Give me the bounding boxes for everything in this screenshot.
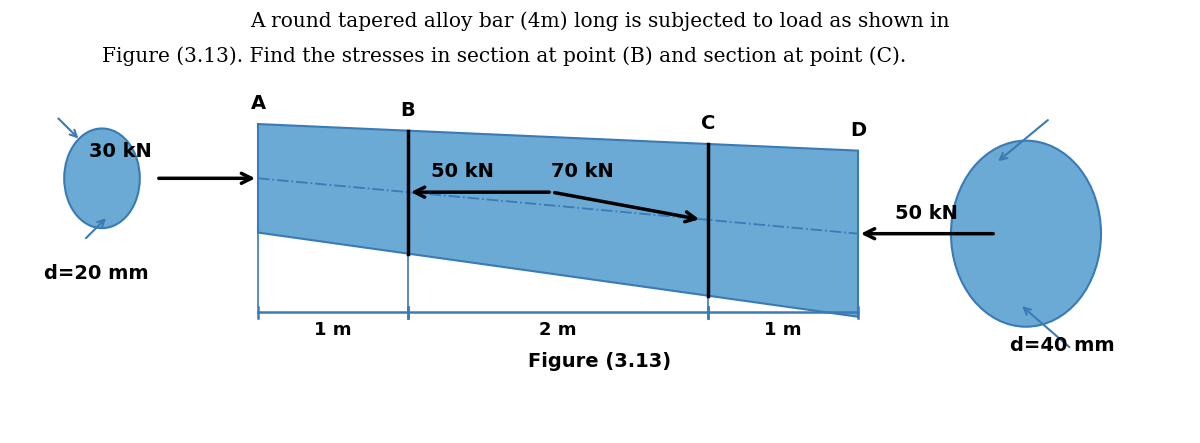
Text: B: B	[401, 101, 415, 120]
Text: A: A	[251, 94, 265, 113]
Text: Figure (3.13). Find the stresses in section at point (B) and section at point (C: Figure (3.13). Find the stresses in sect…	[102, 47, 906, 66]
Text: 50 kN: 50 kN	[895, 204, 958, 222]
Polygon shape	[258, 124, 858, 317]
Text: A round tapered alloy bar (4m) long is subjected to load as shown in: A round tapered alloy bar (4m) long is s…	[251, 11, 949, 31]
Text: 2 m: 2 m	[539, 321, 577, 339]
Text: 50 kN: 50 kN	[431, 162, 493, 181]
Text: 1 m: 1 m	[314, 321, 352, 339]
Text: 30 kN: 30 kN	[89, 142, 151, 161]
Text: 70 kN: 70 kN	[551, 162, 613, 181]
Ellipse shape	[65, 128, 140, 228]
Text: d=20 mm: d=20 mm	[43, 264, 149, 283]
Text: 1 m: 1 m	[764, 321, 802, 339]
Text: Figure (3.13): Figure (3.13)	[528, 352, 672, 371]
Text: d=40 mm: d=40 mm	[1009, 336, 1115, 355]
Text: C: C	[701, 114, 715, 133]
Ellipse shape	[952, 141, 1102, 327]
Text: D: D	[850, 120, 866, 140]
